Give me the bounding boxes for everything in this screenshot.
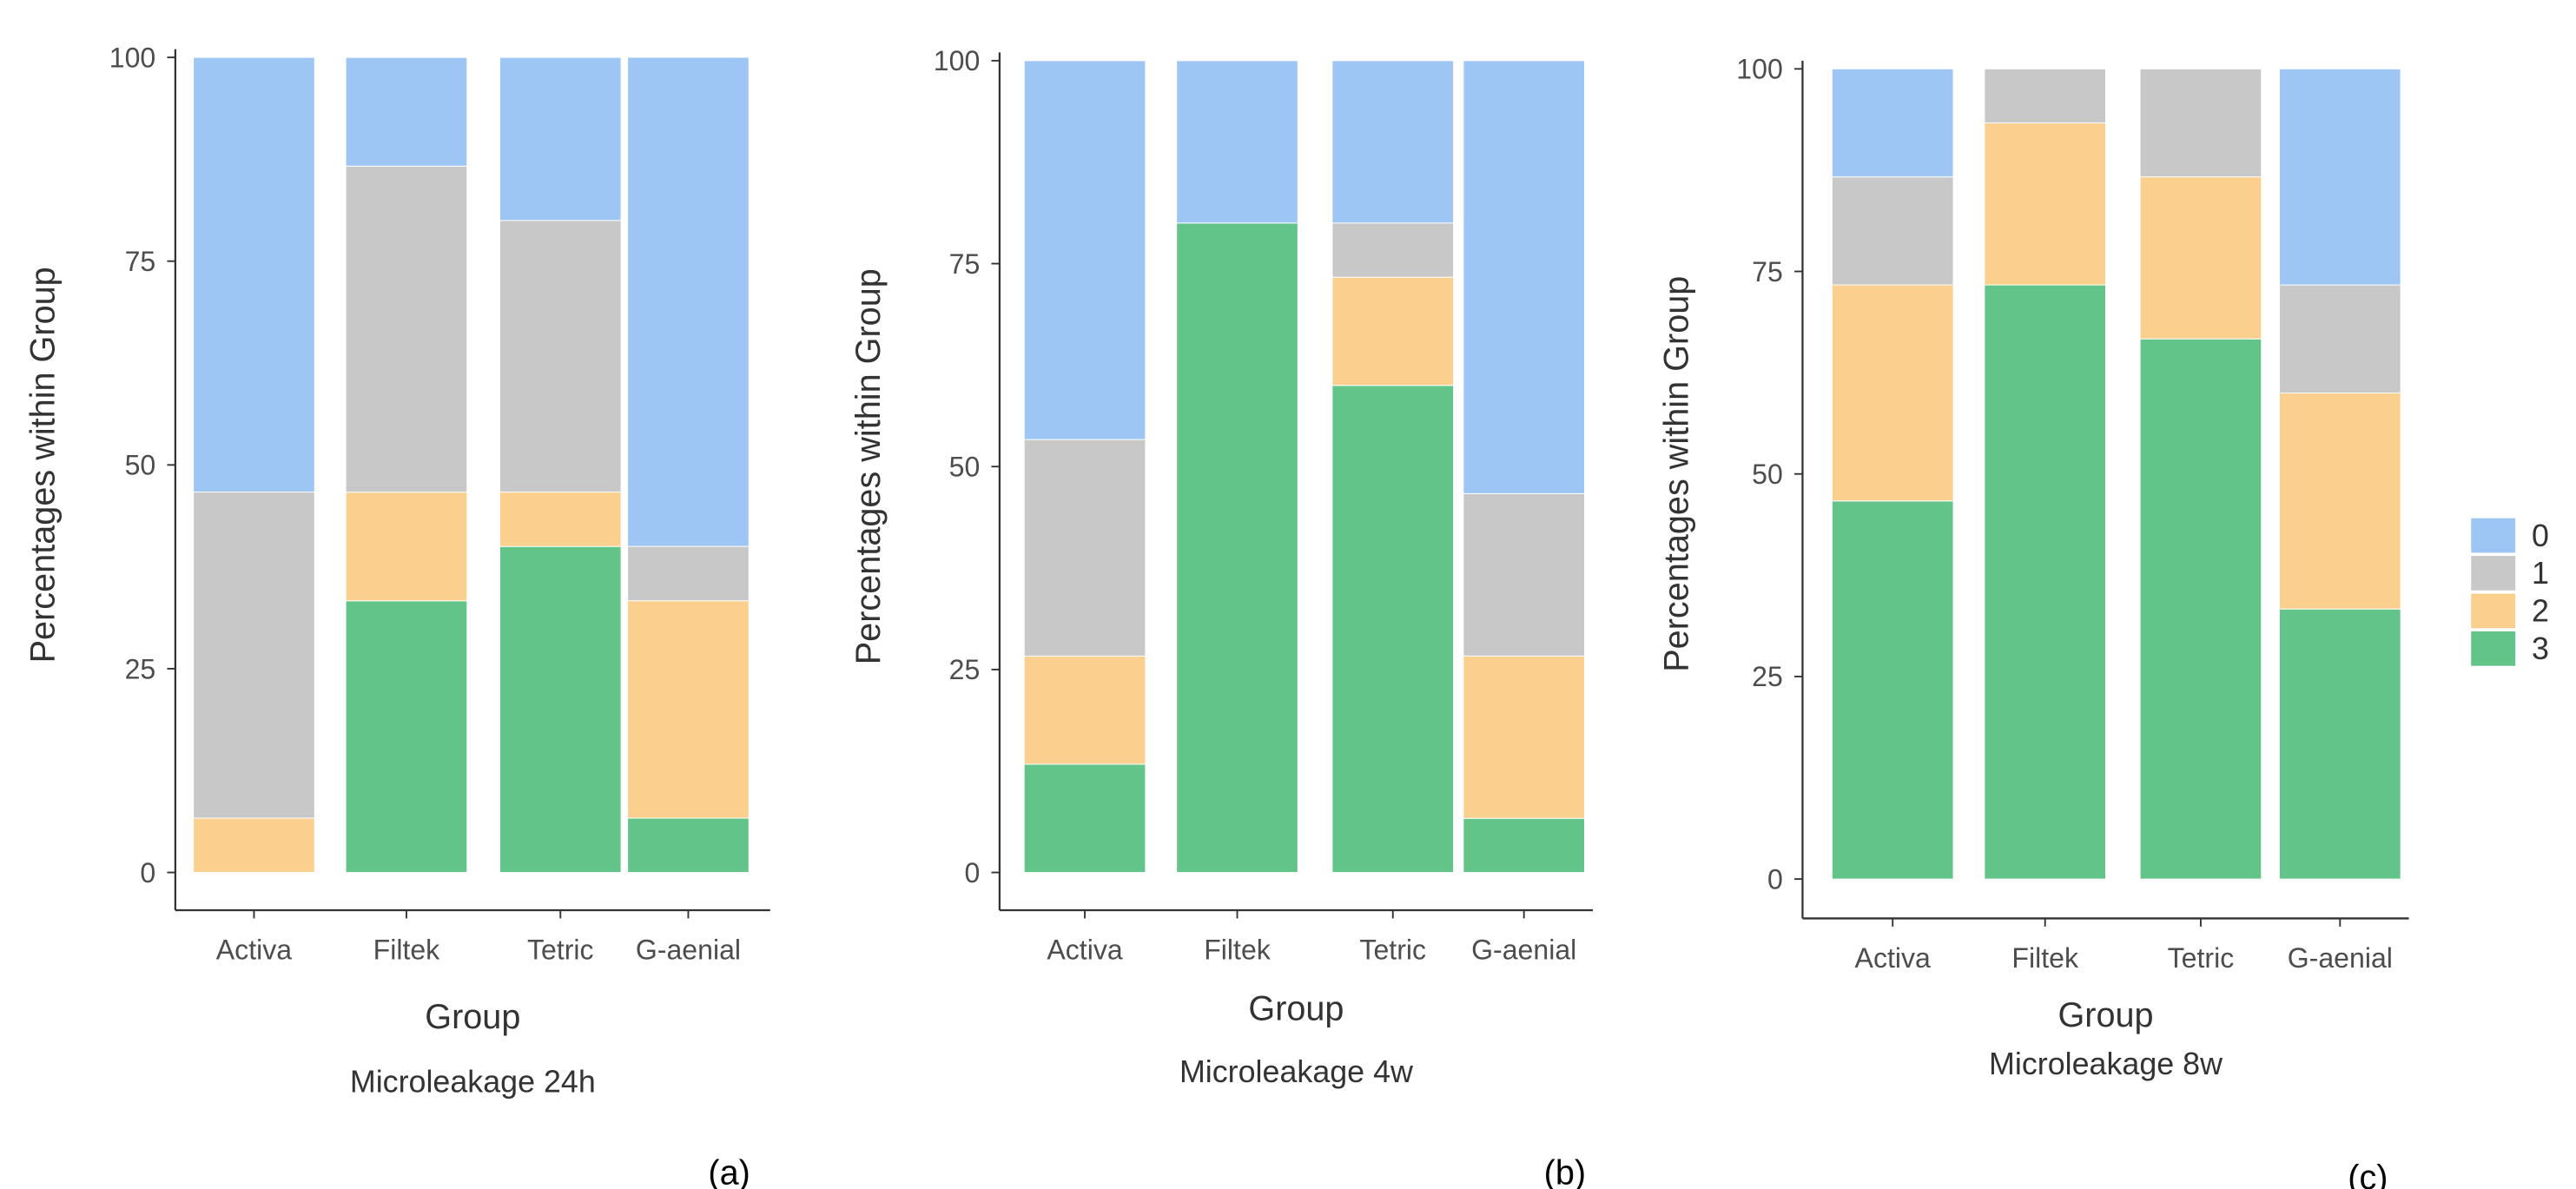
bar-segment-activa-3: [1831, 500, 1954, 880]
y-axis-title: Percentages within Group: [849, 268, 888, 664]
bar-segment-activa-2: [1023, 655, 1146, 765]
x-tick-label: G-aenial: [2288, 942, 2393, 974]
bar-segment-filtek-1: [345, 165, 468, 493]
bar-segment-tetric-1: [2139, 68, 2262, 178]
x-tick-label: Filtek: [2011, 942, 2079, 974]
bar-segment-tetric-1: [1331, 222, 1455, 278]
bar-segment-filtek-3: [1984, 284, 2106, 880]
legend-swatch-3: [2471, 631, 2516, 666]
bar-segment-tetric-0: [1331, 60, 1455, 224]
x-tick-label: G-aenial: [636, 935, 741, 966]
legend-label: 2: [2532, 594, 2549, 629]
bar-segment-filtek-3: [1176, 222, 1298, 874]
bar-segment-activa-3: [1023, 763, 1146, 874]
x-axis-title: Group: [1248, 989, 1344, 1027]
panel-label: (b): [1544, 1153, 1586, 1189]
y-tick-label: 100: [109, 42, 156, 73]
bar-segment-g-aenial-0: [627, 56, 750, 547]
x-tick-label: Activa: [1855, 942, 1931, 974]
bar-segment-g-aenial-1: [627, 545, 750, 602]
panel-label: (c): [2348, 1159, 2388, 1189]
legend-swatch-2: [2471, 593, 2516, 629]
x-tick-label: Filtek: [1204, 935, 1271, 966]
legend-label: 3: [2532, 631, 2549, 666]
chart-caption: Microleakage 24h: [350, 1065, 596, 1100]
bar-segment-activa-0: [193, 56, 315, 493]
bar-segment-tetric-2: [1331, 276, 1455, 386]
chart-caption: Microleakage 8w: [1989, 1047, 2223, 1081]
bar-segment-tetric-3: [499, 545, 622, 874]
y-tick-label: 25: [949, 654, 981, 685]
bar-segment-filtek-1: [1984, 68, 2106, 123]
bar-segment-filtek-2: [1984, 122, 2106, 286]
x-axis-title: Group: [425, 998, 520, 1036]
chart-caption: Microleakage 4w: [1179, 1054, 1413, 1089]
legend-label: 0: [2532, 519, 2549, 553]
bar-segment-g-aenial-0: [1463, 60, 1585, 494]
y-tick-label: 100: [1736, 54, 1783, 85]
bar-segment-filtek-2: [345, 492, 468, 602]
bar-segment-tetric-3: [2139, 338, 2262, 880]
bar-segment-activa-2: [193, 817, 315, 874]
bar-segment-g-aenial-2: [1463, 655, 1585, 819]
bar-segment-g-aenial-3: [627, 817, 750, 874]
y-tick-label: 0: [140, 857, 155, 888]
bar-segment-activa-2: [1831, 284, 1954, 502]
bar-segment-g-aenial-0: [2279, 68, 2401, 286]
bar-segment-g-aenial-2: [2279, 392, 2401, 610]
legend-swatch-1: [2471, 556, 2516, 591]
y-tick-label: 75: [1752, 256, 1783, 287]
bar-segment-filtek-0: [1176, 60, 1298, 224]
x-tick-label: Activa: [1047, 935, 1122, 966]
bar-segment-activa-0: [1831, 68, 1954, 178]
bar-segment-activa-1: [1831, 176, 1954, 286]
bar-segment-g-aenial-2: [627, 600, 750, 819]
bar-segment-g-aenial-3: [1463, 817, 1585, 874]
bar-segment-filtek-0: [345, 56, 468, 167]
y-tick-label: 0: [1767, 863, 1783, 895]
x-tick-label: G-aenial: [1471, 935, 1576, 966]
y-tick-label: 100: [934, 45, 981, 76]
bar-segment-tetric-3: [1331, 385, 1455, 874]
bar-segment-g-aenial-3: [2279, 608, 2401, 880]
panel-label: (a): [708, 1153, 750, 1189]
y-tick-label: 50: [125, 450, 156, 481]
legend-swatch-0: [2471, 518, 2516, 553]
x-tick-label: Tetric: [1359, 935, 1426, 966]
x-tick-label: Tetric: [2168, 942, 2235, 974]
y-tick-label: 0: [964, 857, 980, 888]
y-tick-label: 50: [1752, 459, 1783, 490]
bar-segment-tetric-0: [499, 56, 622, 221]
legend-label: 1: [2532, 556, 2549, 591]
bar-segment-activa-1: [1023, 439, 1146, 657]
bar-segment-tetric-2: [499, 492, 622, 547]
x-tick-label: Activa: [216, 935, 292, 966]
y-tick-label: 75: [949, 248, 981, 280]
y-tick-label: 50: [949, 452, 981, 483]
bar-segment-tetric-1: [499, 220, 622, 493]
x-tick-label: Tetric: [527, 935, 594, 966]
bar-segment-tetric-2: [2139, 176, 2262, 340]
bar-segment-filtek-3: [345, 600, 468, 874]
bar-segment-g-aenial-1: [1463, 492, 1585, 657]
x-tick-label: Filtek: [373, 935, 441, 966]
y-tick-label: 25: [1752, 661, 1783, 692]
bar-segment-activa-0: [1023, 60, 1146, 440]
y-axis-title: Percentages within Group: [1657, 276, 1695, 672]
bar-segment-activa-1: [193, 492, 315, 819]
x-axis-title: Group: [2057, 996, 2153, 1034]
y-tick-label: 25: [125, 653, 156, 684]
bar-segment-g-aenial-1: [2279, 284, 2401, 393]
y-axis-title: Percentages within Group: [23, 267, 62, 663]
y-tick-label: 75: [125, 246, 156, 277]
